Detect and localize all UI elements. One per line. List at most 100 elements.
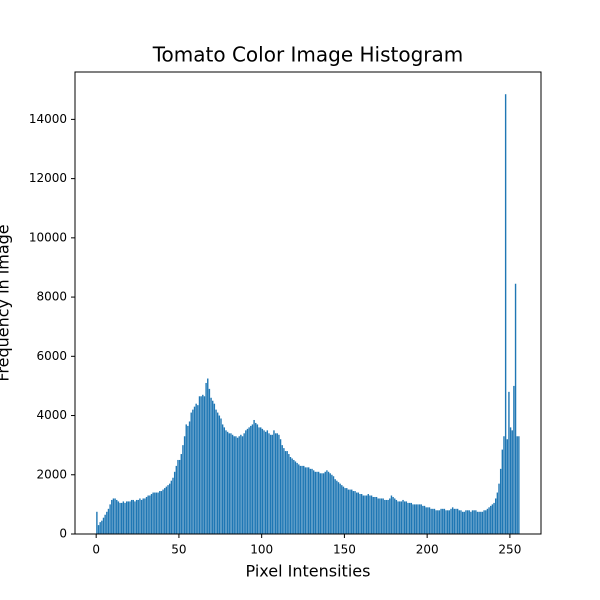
bar bbox=[183, 436, 186, 534]
bar bbox=[360, 494, 363, 534]
bar bbox=[306, 467, 308, 534]
bar bbox=[160, 491, 163, 534]
bar bbox=[399, 501, 401, 534]
bar bbox=[420, 504, 422, 534]
bar bbox=[278, 434, 280, 534]
bar bbox=[112, 498, 115, 534]
bar bbox=[362, 495, 365, 534]
bar bbox=[435, 510, 437, 534]
bar bbox=[107, 508, 110, 534]
bar bbox=[218, 415, 221, 534]
bar bbox=[124, 502, 126, 534]
bar bbox=[400, 501, 403, 534]
bar bbox=[415, 504, 417, 534]
bar bbox=[509, 427, 512, 534]
bar bbox=[450, 508, 452, 534]
bar bbox=[511, 430, 513, 534]
bar bbox=[443, 508, 446, 534]
bar bbox=[165, 486, 168, 534]
bar bbox=[139, 498, 141, 534]
plot-frame bbox=[74, 71, 542, 535]
bar bbox=[384, 499, 386, 534]
bar bbox=[109, 504, 111, 534]
bar bbox=[258, 427, 260, 534]
bar bbox=[230, 433, 232, 534]
bar bbox=[337, 482, 340, 534]
bar bbox=[168, 483, 171, 534]
bar bbox=[248, 427, 250, 534]
bar bbox=[162, 489, 164, 534]
bar bbox=[185, 424, 187, 534]
bar bbox=[425, 507, 427, 534]
bar bbox=[369, 495, 371, 534]
bar bbox=[428, 507, 431, 534]
bar bbox=[293, 459, 295, 534]
bar bbox=[220, 418, 222, 534]
bar bbox=[445, 510, 447, 534]
bar bbox=[236, 437, 239, 534]
bar bbox=[470, 511, 472, 534]
bar bbox=[341, 485, 343, 534]
bar bbox=[432, 508, 434, 534]
bar bbox=[458, 510, 460, 534]
x-tick-label: 250 bbox=[498, 543, 521, 557]
bar bbox=[221, 424, 224, 534]
bar bbox=[332, 476, 335, 534]
bar bbox=[96, 511, 98, 534]
bar bbox=[304, 467, 307, 534]
bar bbox=[281, 445, 283, 534]
bar bbox=[468, 510, 470, 534]
bar bbox=[408, 502, 411, 534]
bar bbox=[283, 448, 285, 534]
bar bbox=[263, 430, 265, 534]
bar bbox=[334, 479, 336, 534]
bar bbox=[250, 425, 252, 534]
bar bbox=[137, 499, 139, 534]
bar bbox=[202, 394, 204, 534]
bar bbox=[501, 449, 504, 534]
bar bbox=[119, 502, 121, 534]
bar bbox=[116, 499, 118, 534]
bar bbox=[276, 433, 278, 534]
bar bbox=[296, 462, 298, 534]
bar bbox=[226, 431, 229, 534]
bar bbox=[370, 495, 373, 534]
bar bbox=[491, 504, 494, 534]
bar bbox=[448, 510, 451, 534]
bar bbox=[104, 514, 106, 534]
bar bbox=[294, 461, 297, 534]
bar bbox=[299, 465, 302, 534]
bar bbox=[172, 477, 174, 534]
bar bbox=[314, 471, 317, 534]
bar bbox=[494, 498, 497, 534]
bar bbox=[379, 498, 381, 534]
bar bbox=[471, 510, 474, 534]
bar bbox=[309, 468, 312, 534]
bar bbox=[321, 473, 323, 534]
bar bbox=[319, 473, 321, 534]
bar bbox=[102, 517, 105, 534]
bar bbox=[403, 501, 406, 534]
bar bbox=[155, 492, 158, 534]
bar bbox=[177, 459, 179, 534]
bar bbox=[117, 501, 120, 534]
bar bbox=[216, 412, 219, 534]
bar bbox=[352, 491, 355, 534]
bar bbox=[433, 508, 436, 534]
bar bbox=[154, 492, 156, 534]
bar bbox=[157, 492, 159, 534]
bar bbox=[192, 409, 194, 534]
bar bbox=[385, 499, 388, 534]
bar bbox=[402, 499, 404, 534]
bar bbox=[164, 488, 166, 534]
bar bbox=[513, 385, 515, 534]
bar bbox=[147, 495, 149, 534]
bar bbox=[504, 94, 507, 534]
x-axis-label: Pixel Intensities bbox=[246, 562, 371, 581]
bar bbox=[253, 419, 255, 534]
bar bbox=[364, 495, 366, 534]
bar bbox=[442, 508, 444, 534]
chart-title: Tomato Color Image Histogram bbox=[152, 43, 464, 67]
bar bbox=[311, 468, 313, 534]
bar bbox=[430, 508, 432, 534]
